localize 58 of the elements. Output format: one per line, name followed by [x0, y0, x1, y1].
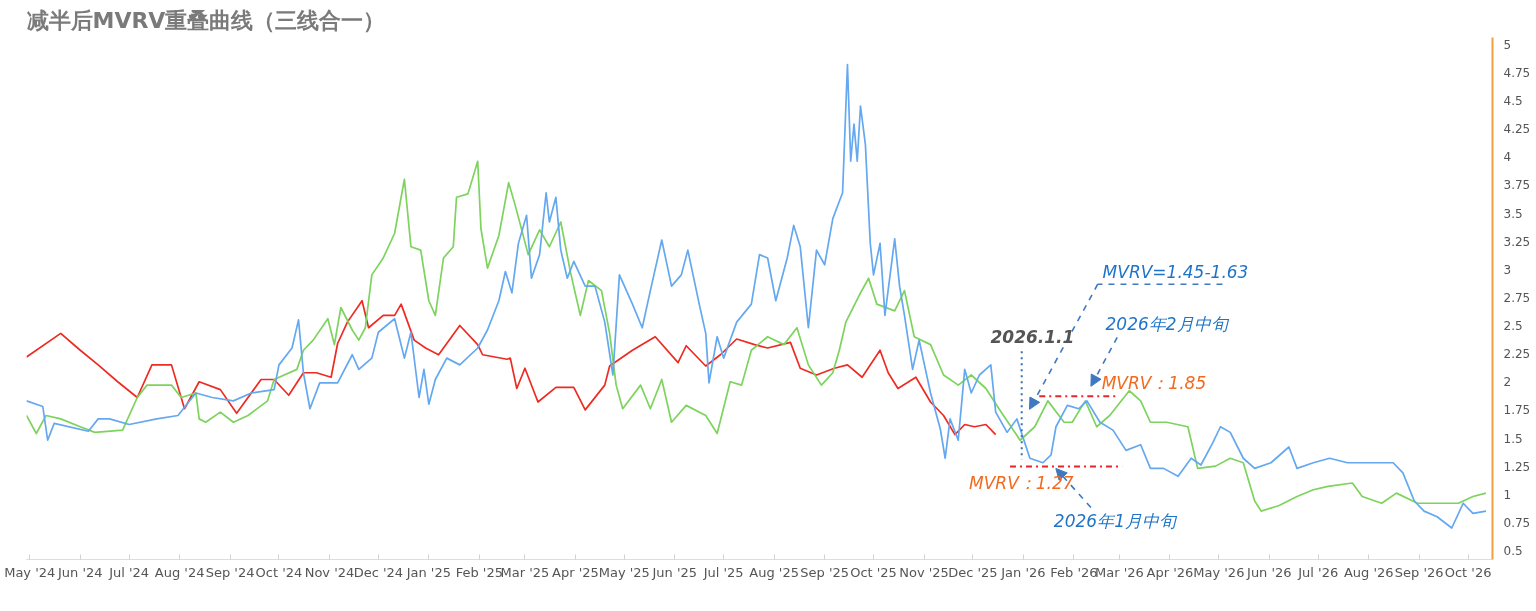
x-tick-label: Jul '25: [702, 564, 744, 580]
x-tick-label: May '24: [4, 564, 56, 580]
x-tick-label: Oct '24: [255, 564, 303, 580]
x-tick-label: Jul '24: [108, 564, 150, 580]
y-tick-label: 3.5: [1503, 206, 1523, 221]
y-tick-label: 3.75: [1503, 178, 1531, 193]
annotation: 2026.1.1: [990, 326, 1075, 347]
x-tick-label: Jun '25: [651, 564, 698, 580]
y-tick-label: 1.5: [1503, 431, 1523, 446]
annotation: MVRV：1.85: [1101, 373, 1207, 394]
y-tick-label: 3: [1503, 262, 1512, 277]
annotation: MVRV=1.45-1.63: [1102, 262, 1249, 283]
x-tick-label: Sep '26: [1394, 564, 1444, 580]
y-tick-label: 2: [1503, 375, 1512, 390]
x-tick-label: Feb '26: [1050, 564, 1098, 580]
x-tick-label: Jun '26: [1246, 564, 1292, 580]
y-tick-label: 1.25: [1503, 459, 1531, 474]
y-tick-label: 0.5: [1503, 544, 1523, 558]
x-tick-label: Dec '25: [948, 564, 998, 580]
y-tick-label: 2.5: [1503, 319, 1523, 333]
x-tick-label: Dec '24: [353, 564, 404, 580]
y-tick-label: 2.75: [1503, 290, 1531, 305]
x-tick-label: Aug '26: [1343, 564, 1394, 580]
x-tick-label: Nov '25: [899, 564, 949, 580]
y-tick-label: 2.25: [1503, 347, 1531, 362]
x-tick-label: Feb '25: [455, 564, 503, 580]
y-tick-label: 4: [1503, 150, 1512, 165]
x-tick-label: Nov '24: [304, 564, 355, 580]
x-tick-label: Mar '25: [500, 564, 550, 580]
line-series: [26, 63, 1487, 529]
x-tick-label: Aug '25: [749, 564, 799, 580]
y-tick-label: 4.75: [1503, 65, 1531, 80]
annotation: 2026年1月中旬: [1053, 511, 1178, 532]
x-tick-label: Apr '25: [552, 564, 599, 580]
y-tick-label: 4.5: [1503, 94, 1523, 108]
y-tick-label: 3.25: [1503, 234, 1531, 249]
x-tick-label: Jan '26: [1000, 564, 1046, 580]
x-tick-label: Oct '26: [1444, 564, 1492, 580]
x-tick-label: Jan '25: [405, 564, 451, 580]
x-tick-label: Aug '24: [154, 564, 205, 580]
annotation: MVRV：1.27: [969, 473, 1074, 494]
x-tick-label: Jul '26: [1297, 564, 1339, 580]
x-tick-label: Jun '24: [56, 564, 103, 580]
x-tick-label: Sep '25: [800, 564, 850, 580]
y-tick-label: 5: [1503, 37, 1512, 52]
x-tick-label: May '25: [598, 564, 650, 580]
y-tick-label: 0.75: [1503, 515, 1531, 530]
x-tick-label: May '26: [1193, 564, 1245, 580]
y-tick-label: 1: [1503, 487, 1512, 502]
line-series: [26, 160, 1487, 512]
y-tick-label: 1.75: [1503, 403, 1531, 418]
annotation: 2026年2月中旬: [1105, 314, 1230, 335]
chart-title: 减半后MVRV重叠曲线（三线合一）: [26, 7, 386, 33]
x-tick-label: Sep '24: [205, 564, 255, 580]
y-tick-label: 4.25: [1503, 122, 1531, 137]
x-tick-label: Oct '25: [850, 564, 897, 580]
x-tick-label: Apr '26: [1146, 564, 1194, 580]
x-tick-label: Mar '26: [1095, 564, 1144, 580]
